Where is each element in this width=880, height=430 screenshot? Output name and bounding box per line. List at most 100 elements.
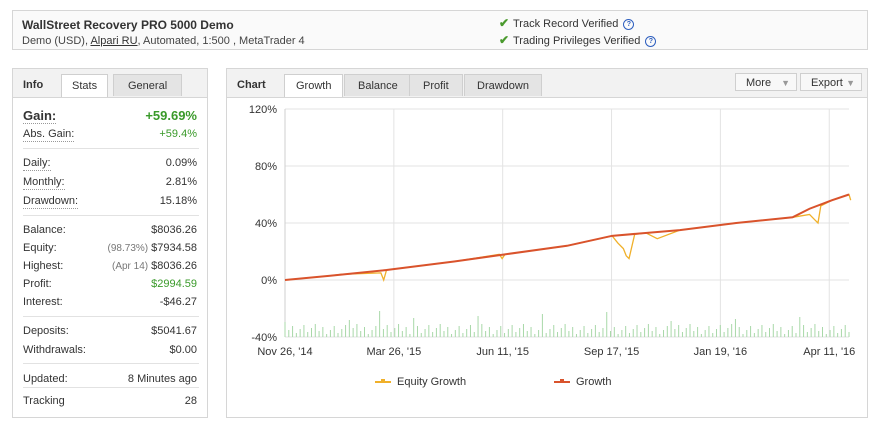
account-type: Demo (USD), bbox=[22, 35, 91, 47]
balance-row: Balance: $8036.26 bbox=[23, 224, 197, 240]
interest-row: Interest: -$46.27 bbox=[23, 296, 197, 312]
tab-balance[interactable]: Balance bbox=[344, 74, 412, 96]
y-tick-label: 80% bbox=[255, 161, 277, 173]
tab-chart[interactable]: Chart bbox=[237, 79, 266, 91]
drawdown-row: Drawdown: 15.18% bbox=[23, 195, 197, 211]
more-button[interactable]: More ▼ bbox=[735, 73, 797, 91]
tab-growth[interactable]: Growth bbox=[284, 74, 344, 97]
more-label: More bbox=[746, 77, 772, 89]
account-subtitle: Demo (USD), Alpari RU, Automated, 1:500 … bbox=[22, 35, 305, 47]
drawdown-label: Drawdown: bbox=[23, 195, 79, 209]
y-tick-label: -40% bbox=[251, 332, 277, 344]
equity-label: Equity: bbox=[23, 242, 57, 254]
legend-marker bbox=[554, 379, 570, 384]
y-tick-label: 40% bbox=[255, 218, 277, 230]
chart-tabs: Chart Growth Balance Profit Drawdown Mor… bbox=[227, 69, 867, 98]
abs-gain-value: +59.4% bbox=[159, 128, 197, 140]
tracking-value: 28 bbox=[184, 395, 197, 407]
tab-drawdown[interactable]: Drawdown bbox=[464, 74, 542, 96]
equity-value: (98.73%) $7934.58 bbox=[108, 242, 197, 254]
legend-growth: Growth bbox=[554, 376, 611, 388]
y-tick-label: 0% bbox=[261, 275, 277, 287]
account-details: , Automated, 1:500 , MetaTrader 4 bbox=[137, 35, 305, 47]
withdrawals-row: Withdrawals: $0.00 bbox=[23, 344, 197, 360]
x-tick-label: Jun 11, '15 bbox=[476, 346, 529, 358]
checkmark-icon: ✔ bbox=[499, 33, 510, 47]
info-panel: Info Stats General Gain: +59.69% Abs. Ga… bbox=[12, 68, 208, 418]
x-tick-label: Sep 17, '15 bbox=[584, 346, 639, 358]
daily-value: 0.09% bbox=[165, 157, 197, 169]
withdrawals-value: $0.00 bbox=[169, 344, 197, 356]
account-title: WallStreet Recovery PRO 5000 Demo bbox=[22, 18, 234, 32]
export-label: Export bbox=[811, 77, 843, 89]
gain-row: Gain: +59.69% bbox=[23, 108, 197, 126]
daily-label: Daily: bbox=[23, 157, 51, 171]
daily-row: Daily: 0.09% bbox=[23, 157, 197, 173]
help-icon[interactable]: ? bbox=[645, 35, 657, 47]
equity-row: Equity: (98.73%) $7934.58 bbox=[23, 242, 197, 258]
divider bbox=[23, 215, 199, 216]
highest-label: Highest: bbox=[23, 260, 64, 272]
series-line-growth bbox=[284, 193, 850, 281]
drawdown-value: 15.18% bbox=[159, 195, 197, 207]
divider bbox=[23, 363, 199, 364]
deposits-value: $5041.67 bbox=[151, 325, 197, 337]
broker-link[interactable]: Alpari RU bbox=[90, 35, 138, 47]
balance-label: Balance: bbox=[23, 224, 66, 236]
profit-value: $2994.59 bbox=[151, 278, 197, 290]
divider bbox=[23, 316, 199, 317]
legend-label: Growth bbox=[576, 376, 612, 388]
export-button[interactable]: Export ▼ bbox=[800, 73, 862, 91]
y-tick-label: 120% bbox=[249, 104, 277, 116]
tracking-label: Tracking bbox=[23, 395, 65, 407]
chevron-down-icon: ▼ bbox=[846, 78, 855, 88]
tab-profit[interactable]: Profit bbox=[409, 74, 463, 96]
deposits-label: Deposits: bbox=[23, 325, 69, 337]
tab-general[interactable]: General bbox=[113, 74, 183, 96]
highest-amount: $8036.26 bbox=[151, 260, 197, 272]
legend-marker bbox=[375, 379, 391, 384]
divider bbox=[23, 387, 199, 388]
info-tabs: Info Stats General bbox=[13, 69, 207, 98]
equity-amount: $7934.58 bbox=[151, 242, 197, 254]
x-tick-label: Mar 26, '15 bbox=[367, 346, 422, 358]
verification-label: Trading Privileges Verified bbox=[513, 35, 641, 47]
highest-value: (Apr 14) $8036.26 bbox=[112, 260, 197, 272]
highest-date: (Apr 14) bbox=[111, 261, 149, 272]
interest-value: -$46.27 bbox=[159, 296, 197, 308]
deposits-row: Deposits: $5041.67 bbox=[23, 325, 197, 341]
help-icon[interactable]: ? bbox=[623, 18, 635, 30]
abs-gain-row: Abs. Gain: +59.4% bbox=[23, 128, 197, 144]
verification-label: Track Record Verified bbox=[513, 18, 619, 30]
balance-value: $8036.26 bbox=[151, 224, 197, 236]
profit-row: Profit: $2994.59 bbox=[23, 278, 197, 294]
tab-stats[interactable]: Stats bbox=[61, 74, 109, 97]
updated-value: 8 Minutes ago bbox=[127, 373, 197, 385]
x-tick-label: Apr 11, '16 bbox=[803, 346, 855, 358]
profit-label: Profit: bbox=[23, 278, 52, 290]
monthly-value: 2.81% bbox=[165, 176, 197, 188]
track-record-verified: ✔ Track Record Verified? bbox=[499, 16, 635, 30]
monthly-label: Monthly: bbox=[23, 176, 65, 190]
chart-panel: Chart Growth Balance Profit Drawdown Mor… bbox=[226, 68, 868, 418]
legend-label: Equity Growth bbox=[397, 376, 467, 388]
gain-label: Gain: bbox=[23, 108, 57, 124]
gain-value: +59.69% bbox=[145, 108, 197, 123]
equity-percent: (98.73%) bbox=[107, 243, 149, 254]
monthly-row: Monthly: 2.81% bbox=[23, 176, 197, 192]
legend-equity-growth: Equity Growth bbox=[375, 376, 466, 388]
interest-label: Interest: bbox=[23, 296, 63, 308]
withdrawals-label: Withdrawals: bbox=[23, 344, 86, 356]
series-line-equity-growth bbox=[284, 193, 852, 283]
tab-info[interactable]: Info bbox=[23, 79, 44, 91]
updated-row: Updated: 8 Minutes ago bbox=[23, 373, 197, 389]
updated-label: Updated: bbox=[23, 373, 68, 385]
tracking-row: Tracking 28 bbox=[23, 395, 197, 411]
account-header: WallStreet Recovery PRO 5000 Demo Demo (… bbox=[12, 10, 868, 50]
divider bbox=[23, 148, 199, 149]
growth-chart: 120% 80% 40% 0% -40% Nov 26, '14 Mar 26, '15 Ju… bbox=[249, 104, 855, 358]
abs-gain-label: Abs. Gain: bbox=[23, 128, 75, 142]
checkmark-icon: ✔ bbox=[499, 16, 510, 30]
x-tick-label: Nov 26, '14 bbox=[257, 346, 312, 358]
highest-row: Highest: (Apr 14) $8036.26 bbox=[23, 260, 197, 276]
